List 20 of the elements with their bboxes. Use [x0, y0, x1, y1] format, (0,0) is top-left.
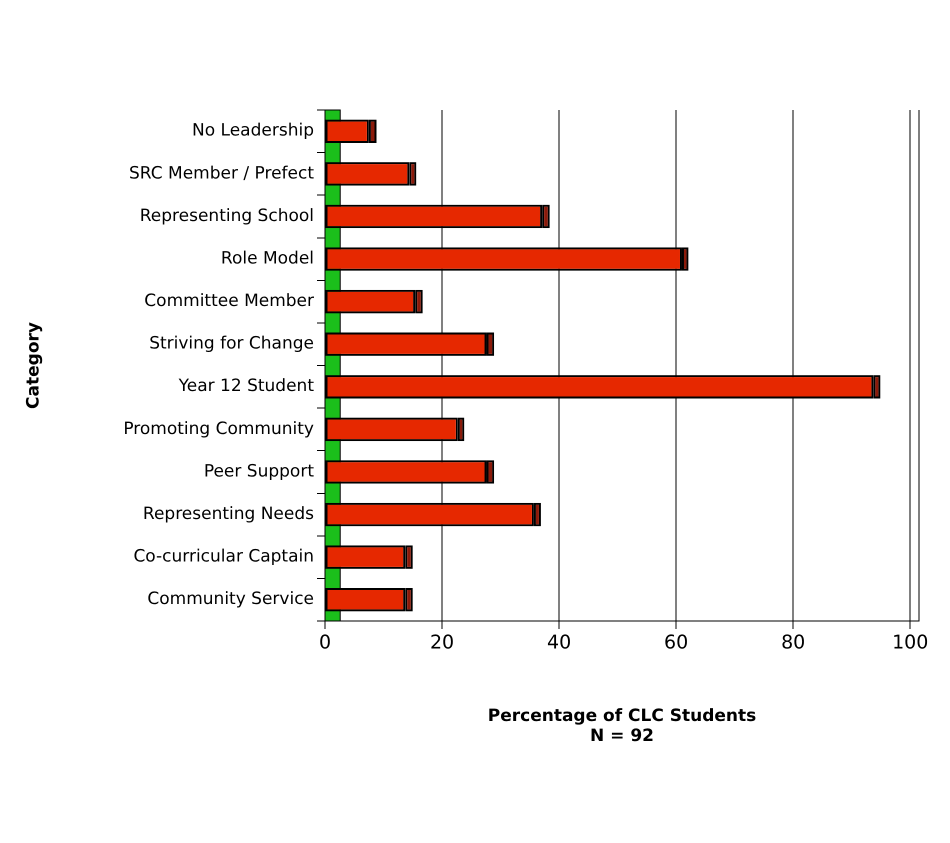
x-tick-label: 100: [892, 631, 928, 654]
y-tick-label: Role Model: [220, 248, 314, 268]
y-tick-label: Committee Member: [144, 291, 314, 312]
x-tick-label: 60: [664, 631, 688, 654]
x-tick-label: 0: [318, 631, 332, 654]
y-tick-label: Peer Support: [204, 461, 314, 482]
y-axis-title: Category: [24, 322, 44, 409]
y-tick-label: Co-curricular Captain: [133, 546, 314, 567]
x-tick-label: 20: [430, 631, 454, 654]
y-tick-label: Striving for Change: [149, 334, 314, 354]
y-tick-label: Representing Needs: [142, 504, 314, 524]
y-tick-label: SRC Member / Prefect: [129, 163, 314, 184]
x-tick-label: 40: [546, 631, 572, 654]
y-tick-label: Promoting Community: [123, 418, 314, 439]
y-tick-label: Year 12 Student: [178, 376, 314, 396]
y-tick-label: Community Service: [147, 589, 314, 610]
y-tick-label: No Leadership: [192, 120, 314, 141]
y-tick-label: Representing School: [140, 206, 314, 226]
x-tick-label: 80: [781, 631, 806, 654]
x-axis-title: Percentage of CLC Students N = 92: [488, 706, 756, 746]
